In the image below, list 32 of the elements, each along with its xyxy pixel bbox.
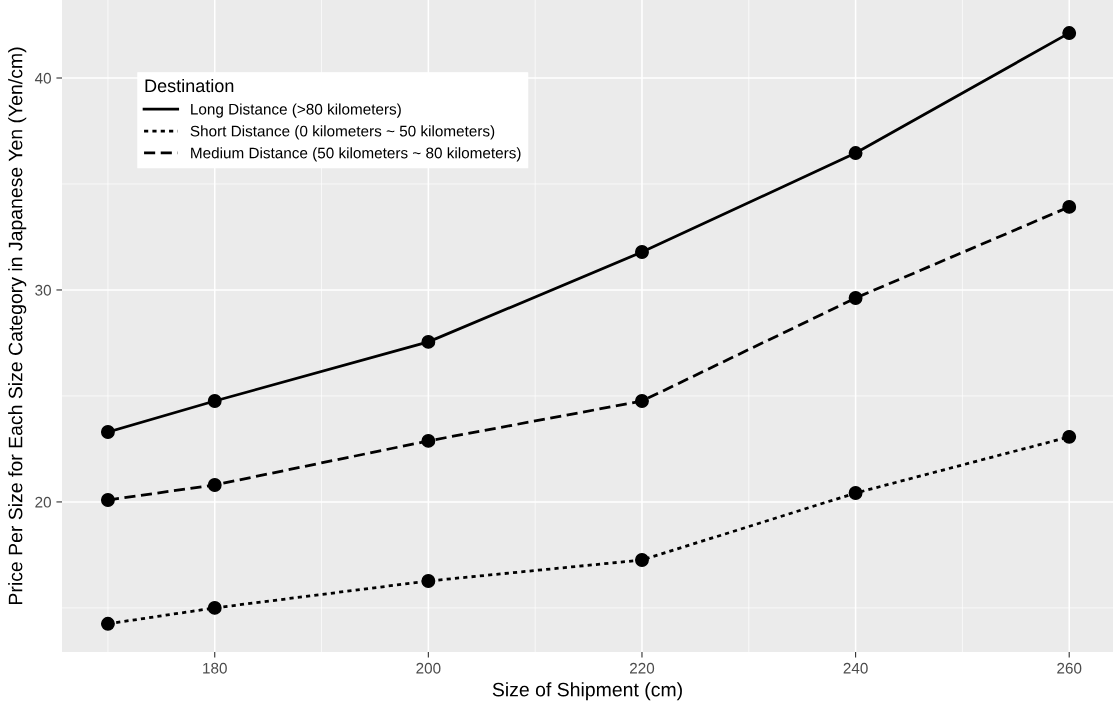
x-tick-label: 240 <box>843 662 868 674</box>
point <box>421 334 436 349</box>
y-tick-label: 20 <box>35 496 51 508</box>
legend-title: Destination <box>145 78 234 93</box>
x-axis-title: Size of Shipment (cm) <box>492 682 682 701</box>
y-axis-title: Price Per Size for Each Size Category in Japanese Yen (Yen/cm) <box>8 47 27 604</box>
x-tick-label: 180 <box>203 662 227 674</box>
legend-label: Long Distance (>80 kilometers) <box>191 103 401 118</box>
point <box>635 245 649 259</box>
point <box>100 616 115 631</box>
point <box>207 600 222 615</box>
point <box>635 394 649 408</box>
point <box>421 574 436 588</box>
point <box>100 493 115 507</box>
y-tick-label: 40 <box>34 72 51 84</box>
point <box>1062 199 1077 214</box>
point <box>635 553 649 567</box>
point <box>421 433 436 448</box>
point <box>848 486 863 500</box>
legend-label: Medium Distance (50 kilometers ~ 80 kilometers) <box>191 147 521 162</box>
point <box>848 146 863 160</box>
x-tick-label: 200 <box>416 662 441 674</box>
y-tick-label: 30 <box>35 284 51 296</box>
point <box>1062 26 1077 41</box>
point <box>207 478 222 492</box>
point <box>848 291 863 305</box>
point <box>1062 429 1077 444</box>
legend-label: Short Distance (0 kilometers ~ 50 kilometers) <box>190 125 495 140</box>
x-tick-label: 260 <box>1057 662 1082 674</box>
point <box>100 425 115 439</box>
point <box>207 394 222 408</box>
x-tick-label: 220 <box>630 662 655 674</box>
